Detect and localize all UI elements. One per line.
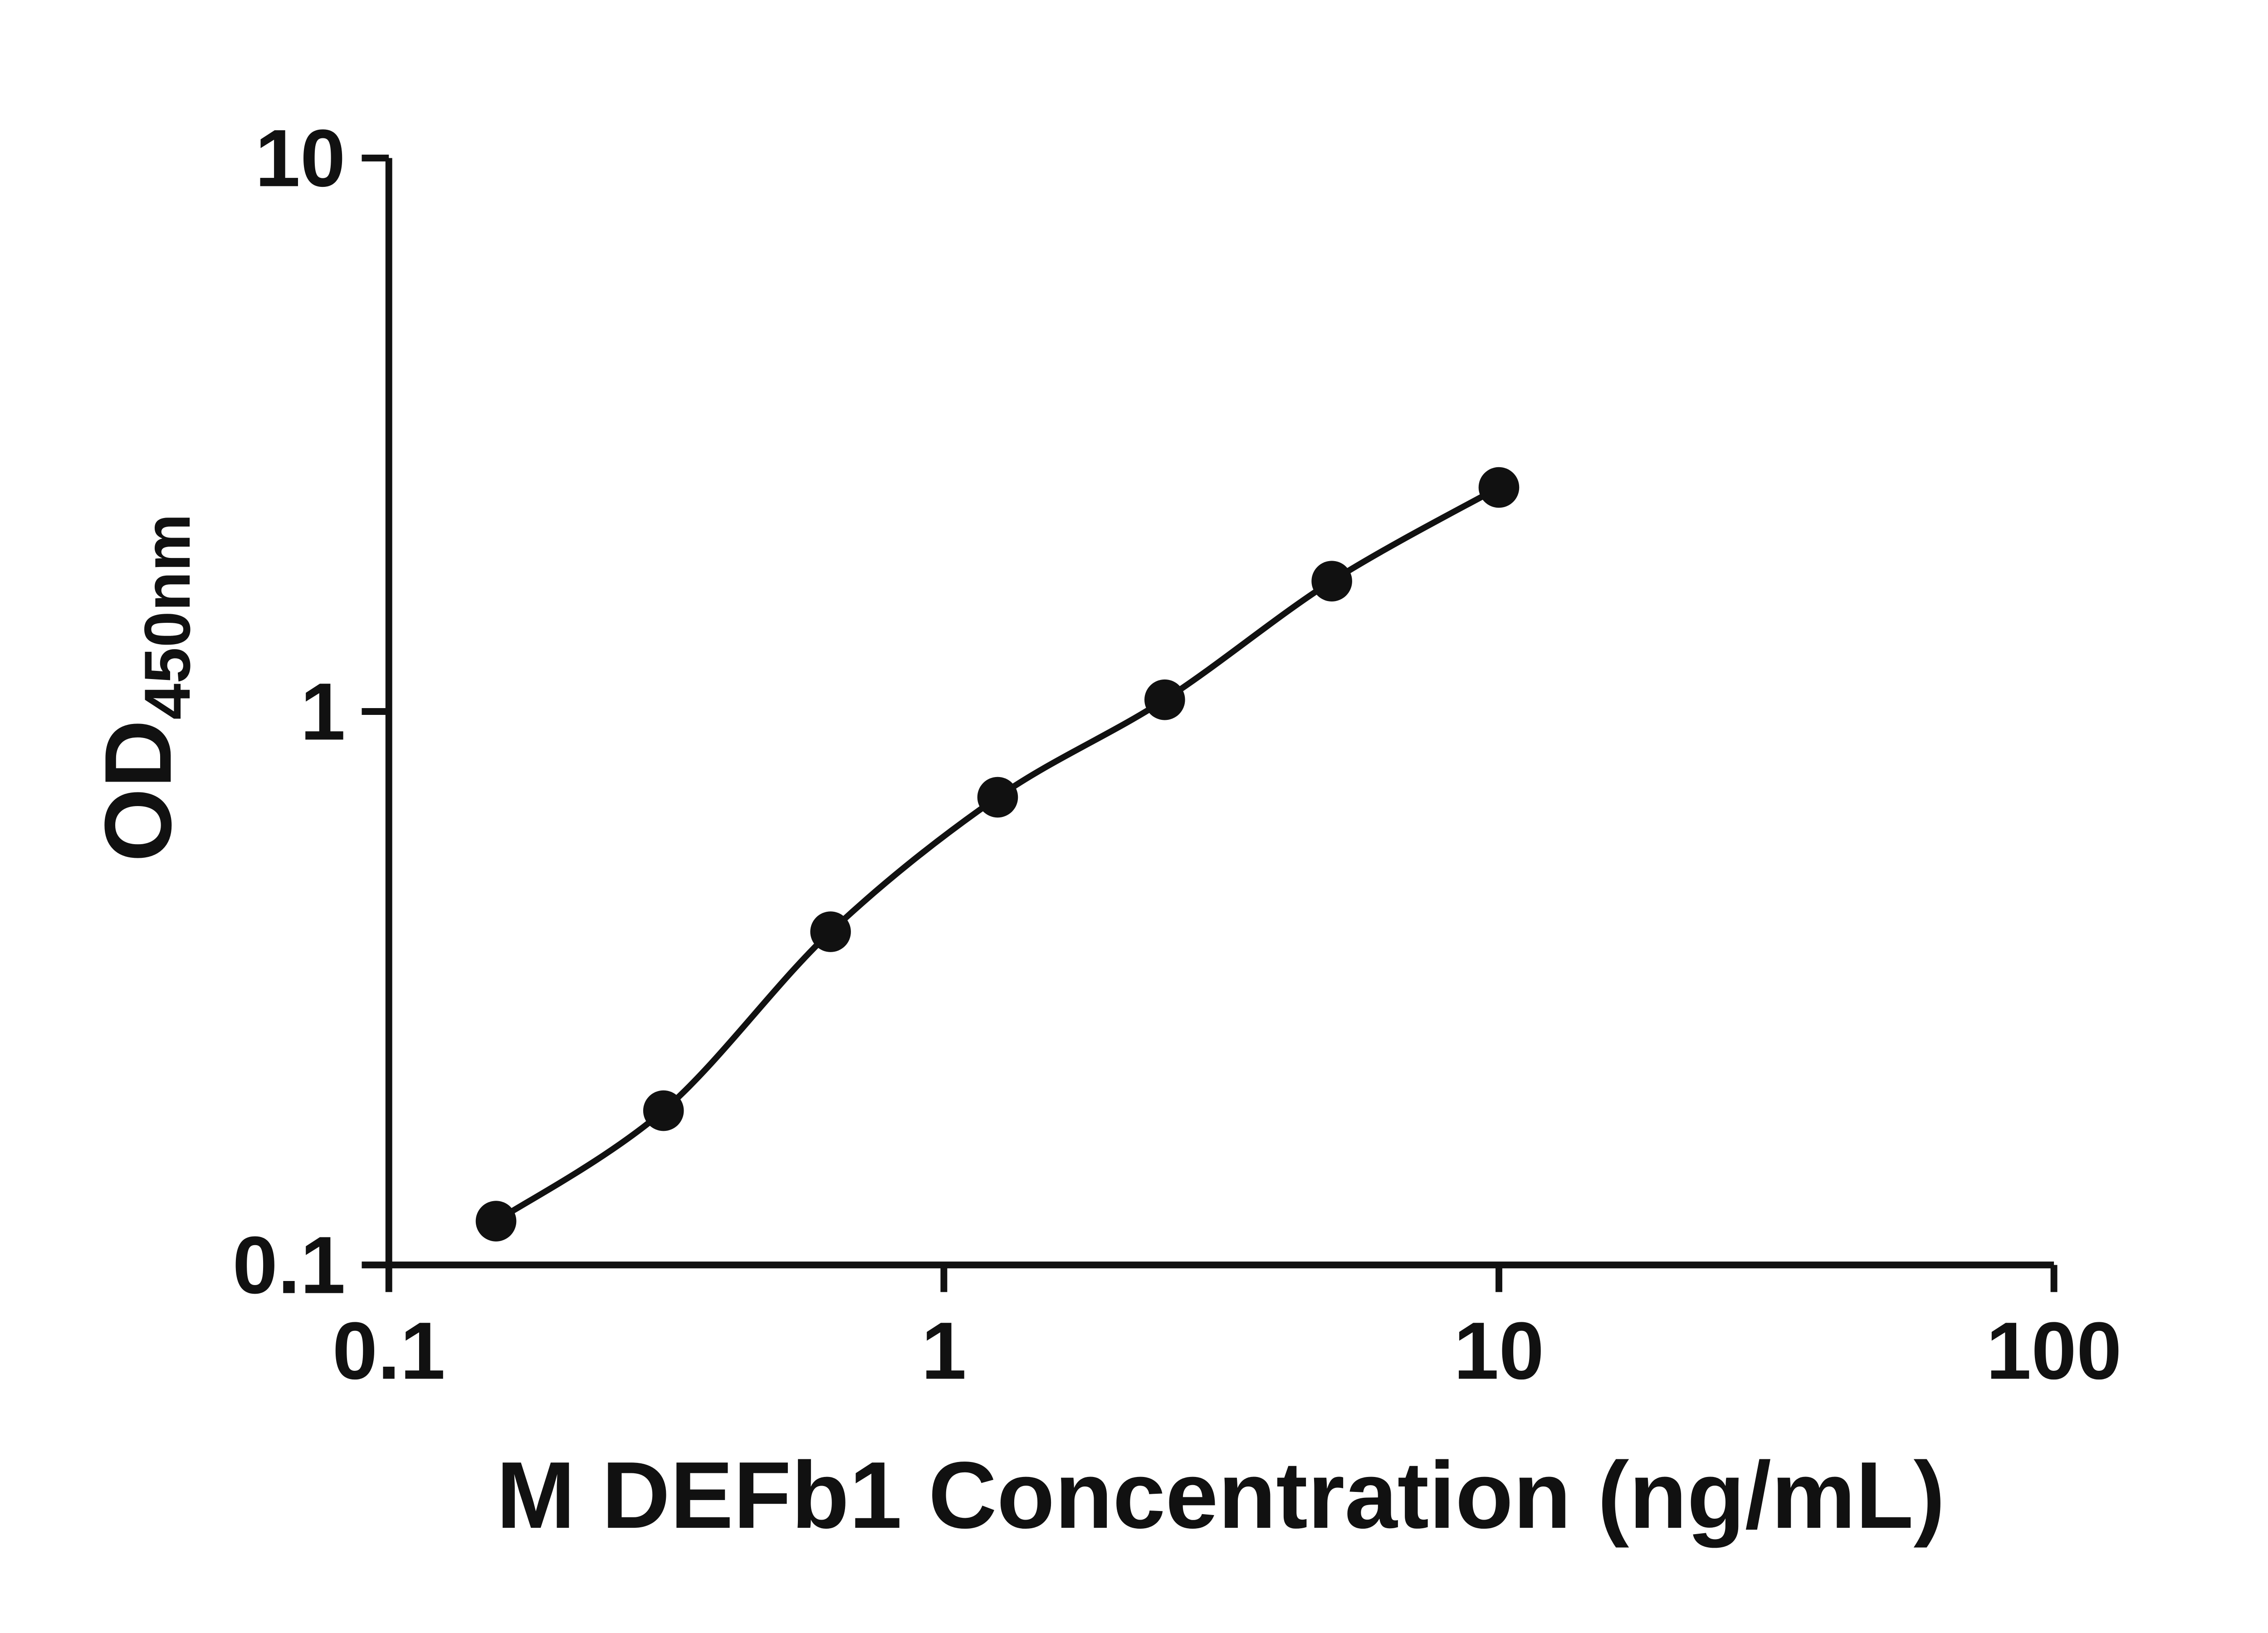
- data-point: [1144, 679, 1185, 720]
- data-point: [1478, 467, 1520, 508]
- y-tick-label: 10: [255, 112, 345, 203]
- x-tick-label: 10: [1454, 1305, 1544, 1396]
- x-tick-label: 100: [1986, 1305, 2122, 1396]
- y-axis-title: OD450nm: [85, 513, 204, 862]
- axis-ticks: [362, 154, 2058, 1292]
- data-point: [1311, 561, 1352, 601]
- y-tick-label: 1: [300, 666, 346, 757]
- svg-text:OD450nm: OD450nm: [85, 513, 204, 862]
- x-tick-label: 0.1: [332, 1305, 445, 1396]
- y-tick-label: 0.1: [233, 1220, 346, 1310]
- data-point: [643, 1090, 684, 1131]
- x-axis-title: M DEFb1 Concentration (ng/mL): [496, 1442, 1945, 1548]
- data-point: [475, 1201, 517, 1242]
- y-axis-title-subscript: 450nm: [131, 513, 204, 719]
- data-point: [977, 777, 1018, 818]
- tick-labels: 0.1 1 10 100 0.1 1 10: [233, 112, 2122, 1396]
- x-tick-label: 1: [921, 1305, 967, 1396]
- y-axis-title-main: OD: [85, 720, 191, 862]
- data-points: [475, 467, 1520, 1242]
- axes: [362, 154, 2058, 1292]
- axis-frame: [385, 158, 2054, 1269]
- data-point: [810, 911, 851, 952]
